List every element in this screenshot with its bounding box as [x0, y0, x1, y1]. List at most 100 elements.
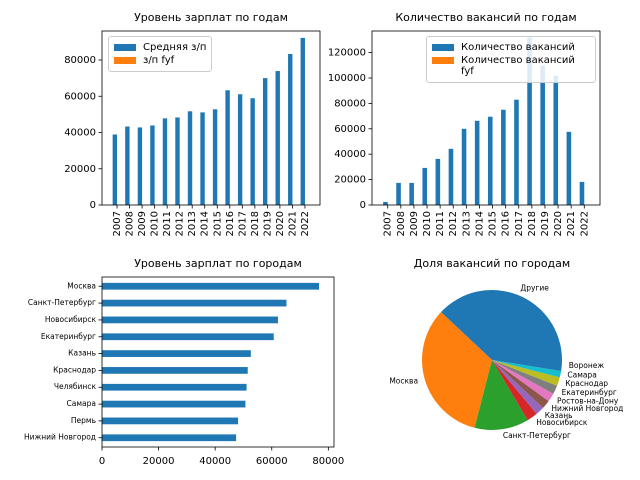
- bar: [102, 316, 278, 324]
- y-tick-label: 0: [90, 200, 96, 211]
- x-tick-label: 2020: [275, 211, 286, 236]
- pie-label: Воронеж: [569, 361, 605, 370]
- bar: [102, 299, 287, 307]
- bar: [200, 112, 205, 205]
- legend: Количество вакансий Количество вакансий f…: [426, 36, 596, 83]
- bar: [102, 434, 237, 442]
- pie-slice: [492, 360, 537, 421]
- x-tick-label: 2018: [527, 211, 538, 236]
- bar: [383, 201, 388, 205]
- pie-slice: [492, 360, 562, 371]
- bar: [262, 78, 268, 205]
- pie-slice: [474, 360, 528, 430]
- legend-entry: Средняя з/п: [114, 42, 206, 53]
- x-tick-label: 2017: [237, 211, 248, 236]
- y-tick-label: Москва: [67, 281, 96, 290]
- pie-label: Самара: [567, 371, 596, 380]
- legend-swatch: [114, 57, 136, 64]
- x-tick-label: 2013: [461, 211, 472, 236]
- y-tick-label: Санкт-Петербург: [28, 298, 96, 307]
- pie-slice: [492, 360, 558, 394]
- y-tick-label: 100000: [328, 73, 366, 84]
- pie-slice: [440, 290, 562, 360]
- legend-entry: Количество вакансий fyf: [432, 55, 590, 77]
- pie-label: Новосибирск: [536, 418, 588, 427]
- pie-slice: [422, 312, 492, 428]
- y-tick-label: Краснодар: [53, 365, 96, 374]
- x-tick-label: 2016: [501, 211, 512, 236]
- x-tick-label: 2014: [474, 211, 485, 236]
- x-tick-label: 2012: [175, 211, 186, 236]
- legend-entry: Количество вакансий: [432, 42, 590, 53]
- x-tick-label: 2022: [300, 211, 311, 236]
- bar: [409, 182, 414, 205]
- pie-label: Екатеринбург: [562, 388, 617, 397]
- y-tick-label: Новосибирск: [45, 315, 97, 324]
- bar: [396, 182, 401, 205]
- y-tick-label: 60000: [64, 91, 96, 102]
- pie-label: Ростов-на-Дону: [557, 396, 619, 405]
- y-tick-label: 80000: [334, 98, 366, 109]
- bar: [250, 98, 255, 205]
- pie-label: Нижний Новгород: [551, 404, 623, 413]
- x-tick-label: 20000: [143, 456, 175, 467]
- bar: [225, 90, 230, 205]
- y-tick-label: 20000: [334, 175, 366, 186]
- legend-label: Количество вакансий: [461, 42, 575, 53]
- x-tick-label: 2021: [287, 211, 298, 236]
- bar: [212, 109, 218, 205]
- y-tick-label: Челябинск: [54, 382, 97, 391]
- x-tick-label: 2016: [225, 211, 236, 236]
- y-tick-label: 40000: [334, 149, 366, 160]
- bar: [527, 37, 532, 206]
- bar: [487, 116, 493, 205]
- chart-title: Уровень зарплат по годам: [134, 11, 288, 24]
- legend-swatch: [432, 44, 454, 51]
- bar: [540, 65, 545, 205]
- x-tick-label: 2017: [514, 211, 525, 236]
- bar: [162, 118, 168, 205]
- bar: [435, 158, 441, 205]
- bar: [102, 400, 246, 408]
- x-tick-label: 2019: [262, 211, 273, 236]
- pie-label: Казань: [545, 411, 573, 420]
- x-tick-label: 2020: [553, 211, 564, 236]
- pie-slice: [492, 360, 544, 414]
- y-tick-label: 80000: [64, 55, 96, 66]
- x-tick-label: 2018: [250, 211, 261, 236]
- pie-label: Краснодар: [565, 379, 608, 388]
- bar: [461, 128, 467, 205]
- x-tick-label: 2007: [383, 211, 394, 236]
- x-tick-label: 2009: [409, 211, 420, 236]
- bar: [187, 111, 193, 205]
- y-tick-label: Казань: [68, 349, 96, 358]
- pie-slice: [492, 360, 560, 386]
- legend-entry: з/п fyf: [114, 55, 206, 66]
- axes-frame: [371, 30, 601, 206]
- bar: [175, 117, 180, 205]
- x-tick-label: 2012: [448, 211, 459, 236]
- y-tick-label: 0: [360, 200, 366, 211]
- bar: [288, 54, 293, 205]
- bar: [566, 131, 572, 205]
- bar: [102, 383, 247, 391]
- x-tick-label: 2019: [540, 211, 551, 236]
- axes-frame: [101, 30, 321, 206]
- x-tick-label: 2011: [435, 211, 446, 236]
- bar: [137, 127, 143, 205]
- pie-label: Москва: [389, 376, 418, 385]
- x-tick-label: 2013: [187, 211, 198, 236]
- y-tick-label: 40000: [64, 128, 96, 139]
- bar: [579, 181, 585, 205]
- bar: [102, 367, 248, 374]
- y-tick-label: 60000: [334, 124, 366, 135]
- pie-slice: [492, 360, 562, 378]
- x-tick-label: 60000: [256, 456, 288, 467]
- x-tick-label: 2015: [488, 211, 499, 236]
- legend-label: з/п fyf: [143, 55, 175, 66]
- x-tick-label: 2022: [579, 211, 590, 236]
- bar: [448, 148, 454, 205]
- y-tick-label: Екатеринбург: [41, 332, 96, 341]
- x-tick-label: 2009: [137, 211, 148, 236]
